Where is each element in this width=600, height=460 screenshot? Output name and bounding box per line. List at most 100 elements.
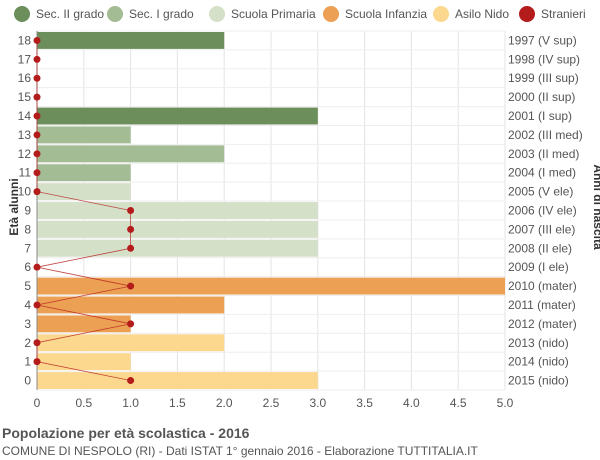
- legend-item-asilo-nido: Asilo Nido: [433, 6, 509, 22]
- stranieri-point: [127, 320, 135, 328]
- birth-year-label: 2002 (III med): [508, 128, 583, 142]
- bar: [37, 334, 225, 352]
- legend-label: Asilo Nido: [455, 7, 510, 21]
- y-tick-label: 4: [24, 298, 31, 312]
- birth-year-label: 2001 (I sup): [508, 109, 572, 123]
- stranieri-point: [33, 339, 41, 347]
- y-tick-label: 11: [19, 166, 32, 180]
- legend-label: Sec. I grado: [129, 7, 194, 21]
- legend-swatch: [519, 6, 535, 22]
- birth-year-label: 2003 (II med): [508, 147, 579, 161]
- stranieri-point: [127, 225, 135, 233]
- legend-swatch: [433, 6, 449, 22]
- bar: [37, 239, 318, 257]
- stranieri-point: [33, 93, 41, 101]
- x-tick-label: 4.5: [450, 396, 467, 410]
- y-tick-label: 15: [18, 90, 32, 104]
- bar: [37, 145, 225, 163]
- legend-item-scuola-primaria: Scuola Primaria: [209, 6, 316, 22]
- birth-year-label: 1998 (IV sup): [508, 52, 580, 66]
- stranieri-point: [33, 169, 41, 177]
- chart-title: Popolazione per età scolastica - 2016: [2, 425, 250, 441]
- legend-label: Scuola Primaria: [231, 7, 316, 21]
- bar: [37, 183, 131, 201]
- birth-year-label: 2007 (III ele): [508, 222, 575, 236]
- birth-year-label: 2008 (II ele): [508, 241, 572, 255]
- birth-year-label: 2011 (mater): [508, 298, 576, 312]
- legend-swatch: [14, 6, 30, 22]
- y-tick-label: 18: [18, 33, 32, 47]
- chart: 0 0.5 1.0 1.5 2.0 2.5 3.0 3.5 4.0 4.5 5.018 1997 (V…: [18, 30, 583, 410]
- x-tick-label: 0.5: [75, 396, 92, 410]
- y-tick-label: 6: [24, 260, 31, 274]
- bar: [37, 353, 131, 371]
- birth-year-label: 1997 (V sup): [508, 33, 577, 47]
- bar: [37, 220, 318, 238]
- birth-year-label: 2014 (nido): [508, 355, 569, 369]
- birth-year-label: 2009 (I ele): [508, 260, 569, 274]
- y-tick-label: 14: [18, 109, 32, 123]
- legend-swatch: [323, 6, 339, 22]
- x-tick-label: 1.5: [169, 396, 186, 410]
- stranieri-point: [33, 188, 41, 196]
- legend-label: Scuola Infanzia: [345, 7, 428, 21]
- stranieri-point: [127, 244, 135, 252]
- legend-item-sec-i-grado: Sec. I grado: [107, 6, 194, 22]
- birth-year-label: 2006 (IV ele): [508, 204, 577, 218]
- legend-item-sec-ii-grado: Sec. II grado: [14, 6, 104, 22]
- stranieri-point: [33, 36, 41, 44]
- bar: [37, 32, 225, 49]
- bar: [37, 202, 318, 219]
- x-tick-label: 0: [34, 396, 41, 410]
- legend-swatch: [107, 6, 123, 22]
- legend-label: Sec. II grado: [36, 7, 105, 21]
- legend-item-scuola-infanzia: Scuola Infanzia: [323, 6, 427, 22]
- stranieri-point: [33, 263, 41, 271]
- legend-swatch: [209, 6, 225, 22]
- y-tick-label: 16: [18, 71, 32, 85]
- stranieri-point: [33, 131, 41, 139]
- x-tick-label: 2.5: [263, 396, 280, 410]
- birth-year-label: 2000 (II sup): [508, 90, 575, 104]
- y-tick-label: 12: [18, 147, 32, 161]
- birth-year-label: 1999 (III sup): [508, 71, 579, 85]
- bar: [37, 277, 505, 295]
- y-tick-label: 13: [18, 128, 32, 142]
- x-tick-label: 1.0: [122, 396, 139, 410]
- bar: [37, 126, 131, 144]
- bar: [37, 164, 131, 182]
- stranieri-point: [127, 282, 135, 290]
- y-tick-label: 17: [18, 52, 32, 66]
- x-tick-label: 5.0: [497, 396, 514, 410]
- y-tick-label: 2: [24, 336, 31, 350]
- y-tick-label: 3: [24, 317, 31, 331]
- stranieri-point: [33, 358, 41, 366]
- stranieri-point: [33, 150, 41, 158]
- birth-year-label: 2015 (nido): [508, 374, 569, 388]
- bar: [37, 107, 318, 125]
- stranieri-point: [33, 55, 41, 63]
- legend-item-stranieri: Stranieri: [519, 6, 586, 22]
- x-tick-label: 3.0: [309, 396, 326, 410]
- bar: [37, 296, 225, 314]
- y-tick-label: 0: [24, 374, 31, 388]
- chart-source: COMUNE DI NESPOLO (RI) - Dati ISTAT 1° g…: [2, 444, 478, 458]
- y-tick-label: 5: [24, 279, 31, 293]
- x-tick-label: 2.0: [216, 396, 233, 410]
- bar: [37, 372, 318, 389]
- birth-year-label: 2013 (nido): [508, 336, 569, 350]
- y-tick-label: 7: [24, 241, 31, 255]
- stranieri-point: [127, 207, 135, 214]
- bar: [37, 315, 131, 333]
- birth-year-label: 2005 (V ele): [508, 185, 573, 199]
- legend-label: Stranieri: [541, 7, 586, 21]
- y-tick-label: 9: [24, 204, 31, 218]
- y-tick-label: 8: [24, 222, 31, 236]
- stranieri-point: [127, 377, 135, 385]
- legend: Sec. II grado Sec. I grado Scuola Primar…: [0, 6, 600, 26]
- stranieri-point: [33, 112, 41, 120]
- stranieri-point: [33, 74, 41, 82]
- birth-year-label: 2004 (I med): [508, 166, 576, 180]
- stranieri-point: [33, 301, 41, 309]
- y-tick-label: 1: [24, 355, 31, 369]
